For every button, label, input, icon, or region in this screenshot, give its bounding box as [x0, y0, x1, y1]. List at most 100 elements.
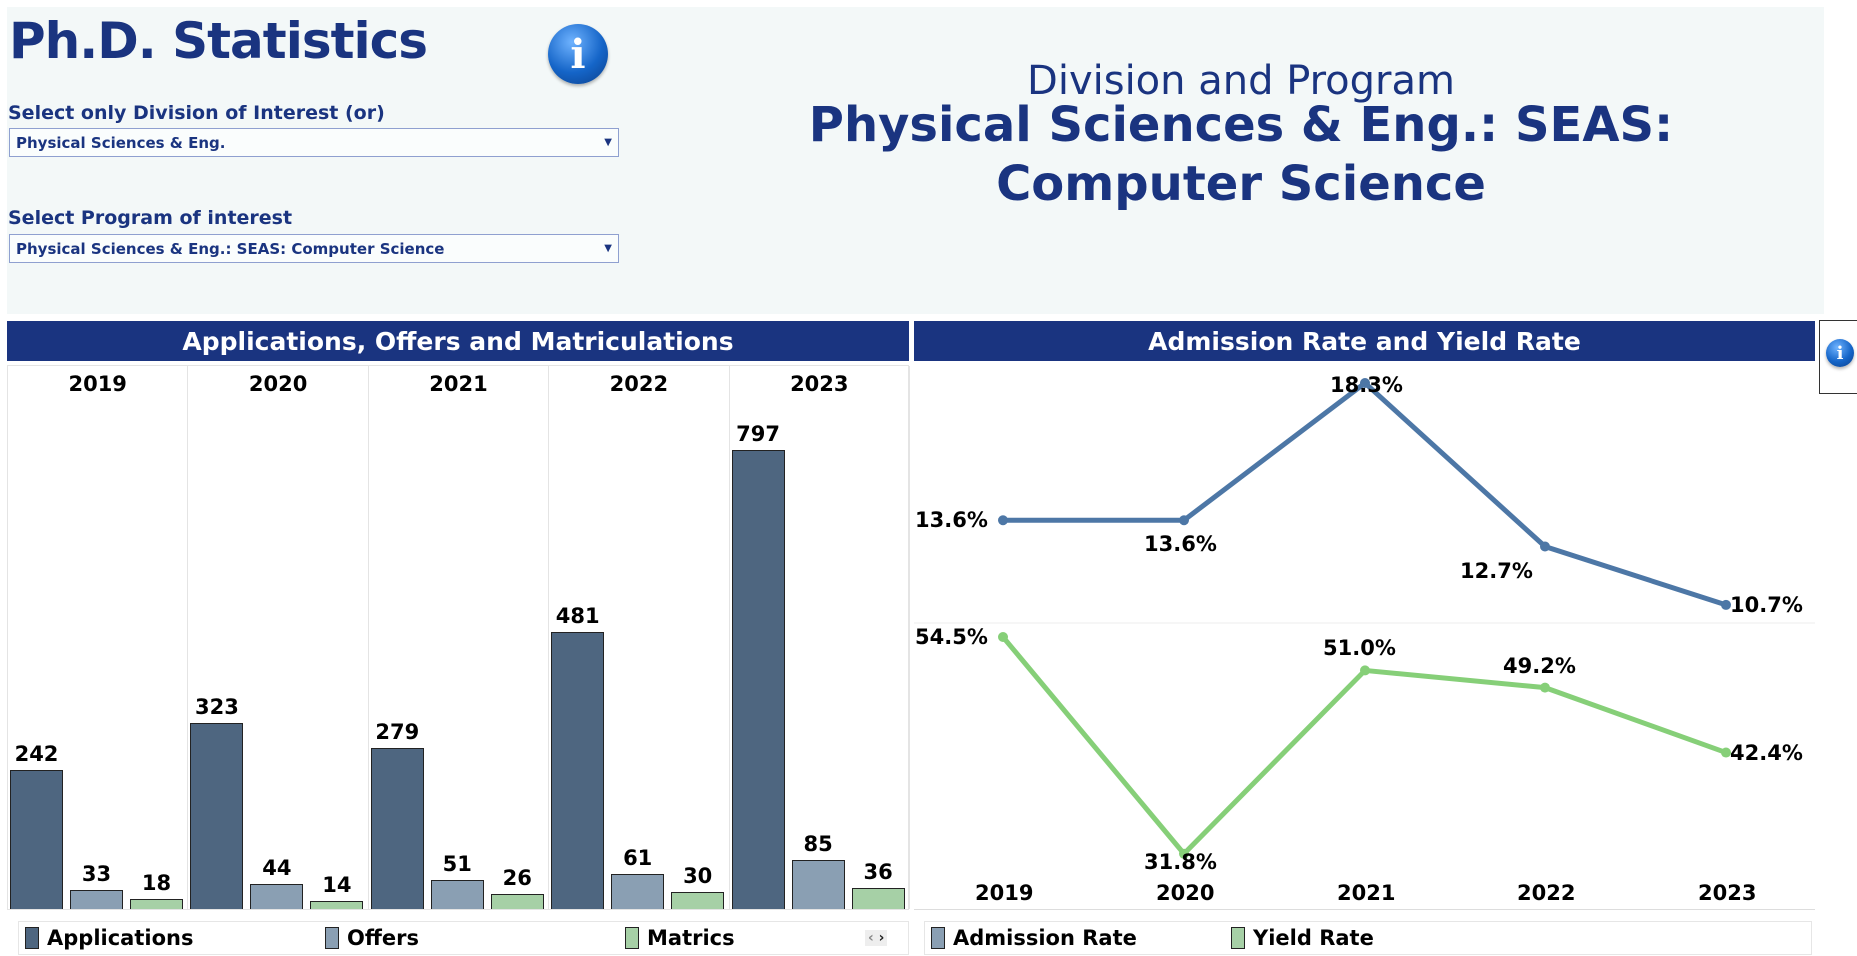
division-value: Physical Sciences & Eng. [16, 133, 226, 152]
legend-matrics[interactable]: Matrics [625, 926, 735, 950]
line-chart: 13.6% 13.6% 18.3% 12.7% 10.7% 54.5% 31.8% 51.0%… [914, 365, 1815, 876]
bar-value-label: 61 [623, 845, 653, 870]
chevron-down-icon: ▼ [604, 243, 612, 254]
point-value-label: 54.5% [915, 625, 988, 649]
bar-applications[interactable] [190, 722, 244, 909]
program-value: Physical Sciences & Eng.: SEAS: Computer… [16, 239, 445, 258]
data-point[interactable] [1360, 665, 1370, 676]
line-admission-rate [1003, 379, 1727, 608]
x-tick-label: 2019 [975, 881, 1034, 905]
bar-value-label: 33 [81, 861, 112, 886]
bar-chart: 2019 242 33 18 2020 323 44 14 2021 279 51 26 2022 481… [7, 365, 910, 910]
legend-admission-rate[interactable]: Admission Rate [931, 926, 1137, 950]
data-point[interactable] [998, 632, 1008, 642]
legend-swatch [1231, 927, 1245, 949]
division-select[interactable]: Physical Sciences & Eng. ▼ [9, 128, 619, 157]
bar-matrics[interactable] [851, 888, 905, 909]
division-caption: Division and Program [1027, 58, 1455, 104]
legend-offers[interactable]: Offers [325, 926, 419, 950]
bar-value-label: 44 [262, 855, 292, 880]
legend-swatch [325, 927, 339, 949]
year-label: 2022 [609, 372, 669, 396]
point-value-label: 13.6% [1144, 532, 1217, 557]
legend-label: Yield Rate [1253, 926, 1374, 950]
bar-applications[interactable] [551, 631, 605, 909]
point-value-label: 51.0% [1323, 636, 1396, 661]
data-point[interactable] [1721, 599, 1731, 610]
year-label: 2019 [68, 372, 127, 396]
bar-offers[interactable] [611, 873, 665, 909]
point-value-label: 10.7% [1730, 592, 1803, 617]
x-axis: 2019 2020 2021 2022 2023 [914, 876, 1815, 910]
data-point[interactable] [1179, 848, 1189, 859]
bar-column: 2021 279 51 26 [369, 366, 550, 909]
chevron-right-icon[interactable]: › [878, 930, 885, 946]
data-point[interactable] [998, 515, 1008, 526]
bar-column: 2023 797 85 36 [730, 366, 910, 909]
legend-swatch [931, 927, 945, 949]
bar-applications[interactable] [10, 769, 63, 909]
x-tick-label: 2022 [1517, 881, 1576, 905]
bar-value-label: 51 [442, 851, 472, 876]
year-label: 2021 [429, 372, 488, 396]
line-chart-title: Admission Rate and Yield Rate [914, 321, 1815, 361]
data-point[interactable] [1360, 378, 1370, 388]
bar-column: 2019 242 33 18 [8, 366, 189, 909]
bar-value-label: 85 [803, 832, 833, 857]
info-icon[interactable]: i [548, 24, 608, 84]
data-point[interactable] [1721, 747, 1731, 758]
point-value-label: 13.6% [915, 508, 988, 533]
bar-applications[interactable] [731, 449, 785, 909]
point-value-label: 42.4% [1730, 740, 1803, 765]
x-tick-label: 2020 [1156, 881, 1215, 905]
legend-swatch [625, 927, 639, 949]
bar-matrics[interactable] [130, 898, 183, 909]
bar-matrics[interactable] [490, 894, 544, 909]
bar-value-label: 279 [375, 720, 420, 745]
page-title: Ph.D. Statistics [9, 12, 428, 70]
point-value-label: 18.3% [1330, 373, 1403, 397]
legend-applications[interactable]: Applications [25, 926, 193, 950]
bar-matrics[interactable] [310, 900, 364, 909]
legend-scroll-buttons[interactable]: ‹ › [865, 930, 888, 946]
x-tick-label: 2023 [1698, 881, 1757, 905]
bar-legend: Applications Offers Matrics ‹ › [18, 921, 909, 955]
bar-chart-title: Applications, Offers and Matriculations [7, 321, 909, 361]
bar-applications[interactable] [370, 748, 424, 909]
year-label: 2020 [248, 372, 308, 396]
bar-value-label: 14 [322, 872, 352, 897]
point-value-label: 12.7% [1460, 558, 1533, 583]
bar-offers[interactable] [70, 889, 123, 909]
bar-column: 2022 481 61 30 [549, 366, 730, 909]
x-tick-label: 2021 [1337, 881, 1396, 905]
bar-offers[interactable] [791, 860, 845, 909]
bar-value-label: 242 [14, 741, 59, 766]
bar-offers[interactable] [430, 879, 484, 909]
data-point[interactable] [1179, 515, 1189, 526]
info-icon[interactable]: i [1826, 339, 1854, 367]
bar-value-label: 18 [141, 870, 172, 895]
bar-offers[interactable] [250, 883, 304, 909]
legend-label: Matrics [647, 926, 735, 950]
legend-yield-rate[interactable]: Yield Rate [1231, 926, 1374, 950]
bar-value-label: 323 [194, 694, 239, 719]
bar-value-label: 797 [736, 421, 781, 446]
bar-value-label: 36 [863, 860, 893, 885]
data-point[interactable] [1540, 682, 1550, 693]
chevron-left-icon[interactable]: ‹ [868, 930, 874, 946]
bar-column: 2020 323 44 14 [188, 366, 369, 909]
bar-value-label: 481 [555, 603, 600, 628]
bar-matrics[interactable] [671, 891, 725, 909]
point-value-label: 49.2% [1503, 653, 1576, 678]
legend-label: Applications [47, 926, 194, 950]
legend-label: Admission Rate [953, 926, 1137, 950]
bar-value-label: 26 [502, 866, 532, 891]
line-chart-svg [914, 378, 1815, 859]
data-point[interactable] [1540, 541, 1550, 552]
program-select[interactable]: Physical Sciences & Eng.: SEAS: Computer… [9, 234, 619, 263]
program-label: Select Program of interest [8, 207, 293, 229]
bar-value-label: 30 [683, 863, 713, 888]
info-panel: i [1819, 320, 1857, 394]
year-label: 2023 [790, 372, 849, 396]
line-legend: Admission Rate Yield Rate [924, 921, 1812, 955]
